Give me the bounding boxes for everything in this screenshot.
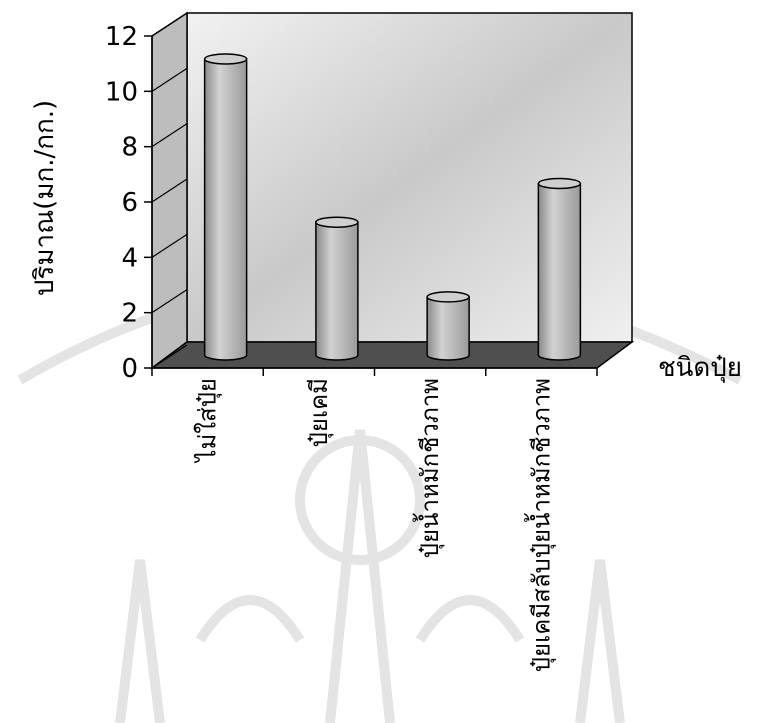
x-tick-label: ไม่ใส่ปุ๋ย (194, 378, 223, 464)
bar-top (426, 291, 470, 303)
y-tick-label: 2 (121, 299, 138, 329)
bar (315, 216, 359, 361)
y-gridline-side (151, 178, 188, 203)
bar-body (203, 58, 248, 361)
bar (203, 53, 248, 361)
y-tick-label: 10 (105, 77, 138, 107)
y-tick-label: 12 (105, 22, 138, 52)
y-tick-label: 6 (121, 188, 138, 218)
y-axis-label: ปริมาณ(มก./กก.) (30, 100, 60, 296)
bar-body (315, 221, 359, 361)
bar-top (203, 53, 248, 65)
y-gridline-side (151, 12, 188, 37)
bar (537, 177, 582, 361)
x-tick-label: ปุ๋ยน้ำหมักชีวภาพ (412, 378, 445, 558)
y-tick-label: 4 (121, 243, 138, 273)
y-gridline-side (151, 233, 188, 258)
bar-top (537, 177, 582, 190)
y-tick-label: 0 (121, 354, 138, 384)
y-gridline-side (151, 289, 188, 314)
bar-top (315, 216, 359, 228)
y-gridline-side (151, 344, 188, 369)
y-tick-label: 8 (121, 133, 138, 163)
x-tick-label: ปุ๋ยเคมีสลับปุ๋ยน้ำหมักชีวภาพ (523, 378, 556, 672)
bar-body (537, 182, 582, 361)
y-gridline-side (151, 123, 188, 148)
y-gridline-side (151, 67, 188, 92)
bar (426, 291, 470, 361)
x-tick-label: ปุ๋ยเคมี (305, 378, 334, 447)
bar-body (426, 296, 470, 361)
x-axis-label: ชนิดปุ๋ย (658, 353, 742, 383)
